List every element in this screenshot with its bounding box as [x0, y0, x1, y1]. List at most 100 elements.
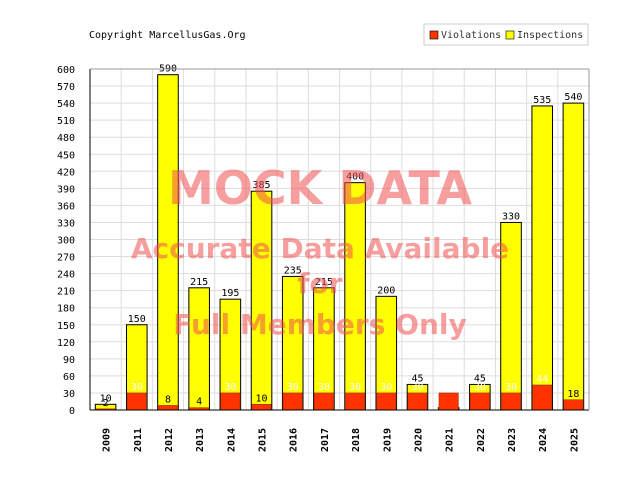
- violations-value-label: 30: [443, 382, 455, 393]
- x-tick-label: 2018: [351, 428, 362, 452]
- violations-value-label: 2: [103, 398, 109, 409]
- x-tick-label: 2013: [195, 428, 206, 452]
- inspections-value-label: 235: [284, 265, 302, 276]
- inspections-bar-2025: [562, 102, 585, 411]
- inspections-value-label: 45: [474, 373, 486, 384]
- violations-bar-2018: [345, 392, 366, 411]
- inspections-bar-2015: [250, 190, 273, 411]
- violations-bar-2015: [251, 404, 272, 411]
- violations-bar-2011: [126, 392, 147, 411]
- violations-value-label: 30: [318, 382, 330, 393]
- y-tick-label: 390: [57, 184, 75, 195]
- violations-value-label: 30: [411, 382, 423, 393]
- violations-value-label: 30: [287, 382, 299, 393]
- violations-value-label: 8: [165, 394, 171, 405]
- axes: 0306090120150180210240270300330360390420…: [57, 65, 590, 452]
- y-tick-label: 420: [57, 167, 75, 178]
- bars: 1021503059082154195303851023530215304003…: [94, 64, 585, 411]
- x-tick-label: 2024: [538, 428, 549, 452]
- inspections-value-label: 330: [502, 211, 520, 222]
- y-tick-label: 510: [57, 116, 75, 127]
- inspections-value-label: 385: [253, 180, 271, 191]
- x-tick-label: 2016: [289, 428, 300, 452]
- y-tick-label: 600: [57, 65, 75, 76]
- violations-bar-2025: [563, 399, 584, 411]
- inspections-value-label: 215: [315, 277, 333, 288]
- y-tick-label: 450: [57, 150, 75, 161]
- x-tick-label: 2017: [320, 428, 331, 452]
- y-tick-label: 360: [57, 201, 75, 212]
- inspections-value-label: 10: [100, 393, 112, 404]
- watermark-line-4: Full Members Only: [173, 308, 466, 341]
- inspections-bar-2013: [188, 287, 210, 411]
- inspections-value-label: 215: [190, 277, 208, 288]
- y-tick-label: 90: [63, 355, 75, 366]
- x-tick-label: 2012: [164, 428, 175, 452]
- x-tick-label: 2025: [569, 428, 580, 452]
- inspections-value-label: 150: [128, 314, 146, 325]
- x-tick-label: 2023: [507, 428, 518, 452]
- watermark-line-3: for: [297, 267, 342, 300]
- y-tick-label: 240: [57, 270, 75, 281]
- violations-value-label: 30: [131, 382, 143, 393]
- violations-bar-2023: [501, 392, 521, 411]
- legend-swatch-inspections: [505, 30, 515, 40]
- legend-label-inspections: Inspections: [517, 30, 583, 41]
- violations-value-label: 10: [256, 393, 268, 404]
- x-tick-label: 2014: [226, 428, 237, 452]
- inspections-bar-2018: [344, 182, 366, 411]
- inspections-value-label: 540: [564, 92, 582, 103]
- y-tick-label: 300: [57, 236, 75, 247]
- violations-value-label: 30: [380, 382, 392, 393]
- violations-bar-2016: [282, 392, 303, 411]
- y-tick-label: 540: [57, 99, 75, 110]
- violations-value-label: 30: [505, 382, 517, 393]
- x-tick-label: 2011: [133, 428, 144, 452]
- y-tick-label: 150: [57, 321, 75, 332]
- legend-swatch-violations: [429, 30, 439, 40]
- y-tick-label: 180: [57, 304, 75, 315]
- watermark-line-2: Accurate Data Available: [131, 232, 509, 265]
- violations-bar-2017: [313, 392, 334, 411]
- inspections-value-label: 45: [411, 373, 423, 384]
- violations-value-label: 30: [349, 382, 361, 393]
- y-tick-label: 330: [57, 218, 75, 229]
- y-tick-label: 480: [57, 133, 75, 144]
- x-tick-label: 2020: [413, 428, 424, 452]
- violations-value-label: 4: [196, 397, 202, 408]
- y-tick-label: 0: [69, 406, 75, 417]
- violations-bar-2012: [158, 405, 178, 411]
- watermark-line-1: MOCK DATA: [168, 161, 472, 215]
- y-tick-label: 570: [57, 82, 75, 93]
- inspections-value-label: 195: [221, 288, 239, 299]
- violations-bar-2022: [469, 392, 490, 411]
- inspections-value-label: 400: [346, 172, 364, 183]
- violations-value-label: 44: [536, 374, 548, 385]
- x-tick-label: 2021: [445, 428, 456, 452]
- inspections-value-label: 200: [377, 285, 395, 296]
- violations-bar-2020: [407, 392, 428, 411]
- x-tick-label: 2019: [382, 428, 393, 452]
- violations-value-label: 30: [474, 382, 486, 393]
- y-tick-label: 270: [57, 253, 75, 264]
- inspections-value-label: 535: [533, 95, 551, 106]
- y-tick-label: 120: [57, 338, 75, 349]
- legend-label-violations: Violations: [441, 30, 501, 41]
- watermark: MOCK DATA Accurate Data Available for Fu…: [131, 161, 509, 341]
- x-tick-label: 2009: [102, 428, 113, 452]
- copyright-text: Copyright MarcellusGas.Org: [89, 30, 246, 41]
- violations-bar-2024: [532, 384, 553, 411]
- violations-value-label: 30: [224, 382, 236, 393]
- legend: Violations Inspections: [423, 23, 589, 46]
- violations-bar-2019: [376, 392, 397, 411]
- y-tick-label: 30: [63, 389, 75, 400]
- y-tick-label: 60: [63, 372, 75, 383]
- inspections-bar-2024: [531, 105, 554, 411]
- x-tick-label: 2022: [476, 428, 487, 452]
- violations-value-label: 18: [567, 389, 579, 400]
- violations-bar-2014: [220, 392, 241, 411]
- x-tick-label: 2015: [258, 428, 269, 452]
- violations-bar-2021: [438, 392, 459, 411]
- y-tick-label: 210: [57, 287, 75, 298]
